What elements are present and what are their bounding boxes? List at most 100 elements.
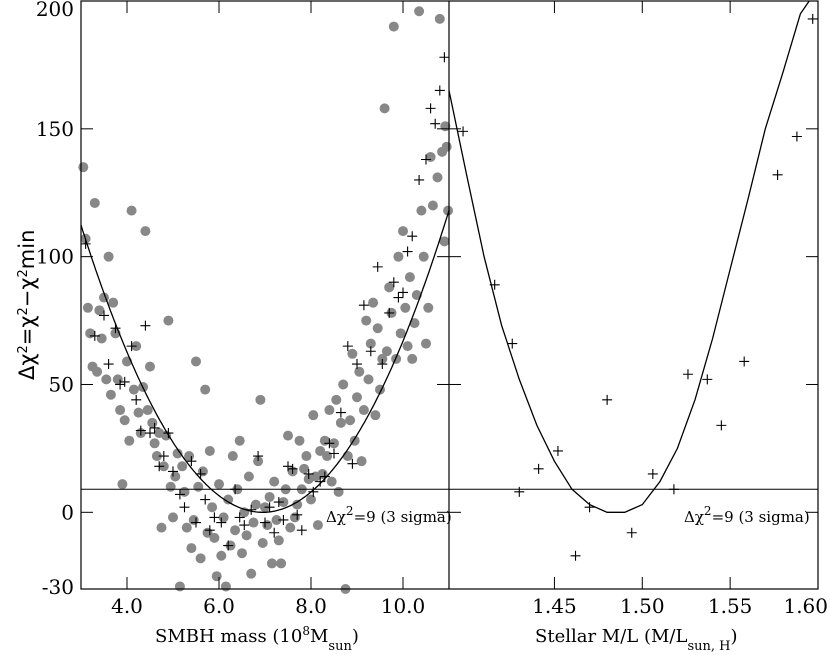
data-dot [165,481,176,492]
data-plus-marker [216,517,227,528]
data-dot [262,520,273,531]
data-plus-marker [807,13,818,24]
x-tick-labels: 1.45 1.50 1.55 1.60 [532,594,828,618]
data-dot [105,389,116,400]
data-dot [347,348,358,359]
data-dot [335,417,346,428]
data-dot [188,514,199,525]
data-plus-marker [342,341,353,352]
data-dot [381,346,392,357]
data-plus-marker [439,52,450,63]
data-plus-marker [209,512,220,523]
data-dot [234,435,245,446]
data-dot [331,394,342,405]
data-plus-marker [552,445,563,456]
data-dot [174,581,185,592]
data-dot [345,415,356,426]
data-dot [423,302,434,313]
data-plus-marker [739,356,750,367]
data-dot [358,405,369,416]
data-dot [294,435,305,446]
data-plus-marker [308,486,319,497]
data-dot [96,333,107,344]
x-tick-label: 1.45 [532,594,577,618]
y-axis-title: Δχ2=χ2−χ2min [15,230,39,380]
data-plus-marker [239,520,250,531]
data-dot [370,410,381,421]
data-plus-marker [414,174,425,185]
data-plus-marker [388,277,399,288]
data-plus-marker [335,407,346,418]
data-dot [92,366,103,377]
data-plus-marker [264,502,275,513]
data-dot [218,512,229,523]
data-dot [82,302,93,313]
data-plus-marker [570,550,581,561]
data-plus-marker [402,246,413,257]
data-dot [372,323,383,334]
data-plus-marker [358,300,369,311]
data-plus-marker [154,461,165,472]
data-dot [126,205,137,216]
data-dot [368,297,379,308]
data-dot [315,445,326,456]
y-tick-label: 0 [61,500,74,524]
data-dot [322,451,333,462]
data-plus-marker [149,422,160,433]
data-dot [266,558,277,569]
data-plus-marker [365,346,376,357]
data-plus-marker [135,425,146,436]
data-dot [299,463,310,474]
data-dot [145,361,155,372]
data-plus-marker [716,420,727,431]
data-plus-marker [260,517,270,528]
y-tick-labels: -30 0 50 100 150 200 [36,0,74,599]
data-dot [384,282,395,293]
data-plus-marker [377,359,388,370]
data-dot [269,476,280,487]
data-dot [197,466,208,477]
data-dot [404,272,415,283]
data-dot [264,491,275,502]
data-dot [289,512,300,523]
data-dot [250,499,261,510]
data-dot [312,520,323,531]
plus-series [458,13,818,561]
data-dot [398,226,408,237]
data-dot [163,315,174,326]
data-dot [425,151,436,162]
x-axis-title: SMBH mass (108Msun) [155,624,359,654]
data-dot [432,172,443,183]
data-dot [333,486,344,497]
data-dot [227,451,238,462]
data-dot [191,356,201,367]
data-dot [230,525,241,536]
data-dot [204,445,215,456]
data-dot [246,568,257,579]
x-tick-label: 1.55 [708,594,753,618]
data-plus-marker [223,540,234,551]
data-dot [216,550,227,561]
data-dot [292,499,303,510]
data-dot [255,394,266,405]
y-tick-label: 100 [36,245,74,269]
data-dot [181,522,192,533]
y-tick-label: -30 [42,575,74,599]
data-dot [407,353,418,364]
data-plus-marker [287,463,298,474]
data-dot [427,200,438,211]
data-dot [168,512,178,523]
data-dot [439,236,450,247]
data-dot [128,384,139,395]
fit-curve [80,210,450,513]
data-dot [147,417,158,428]
data-plus-marker [602,394,613,405]
data-dot [416,205,427,216]
data-plus-marker [682,369,693,380]
x-tick-label: 1.60 [783,594,828,618]
x-tick-label: 8.0 [295,594,327,618]
data-plus-marker [319,471,330,482]
data-dot [220,581,231,592]
data-dot [115,405,126,416]
data-dot [434,13,445,24]
